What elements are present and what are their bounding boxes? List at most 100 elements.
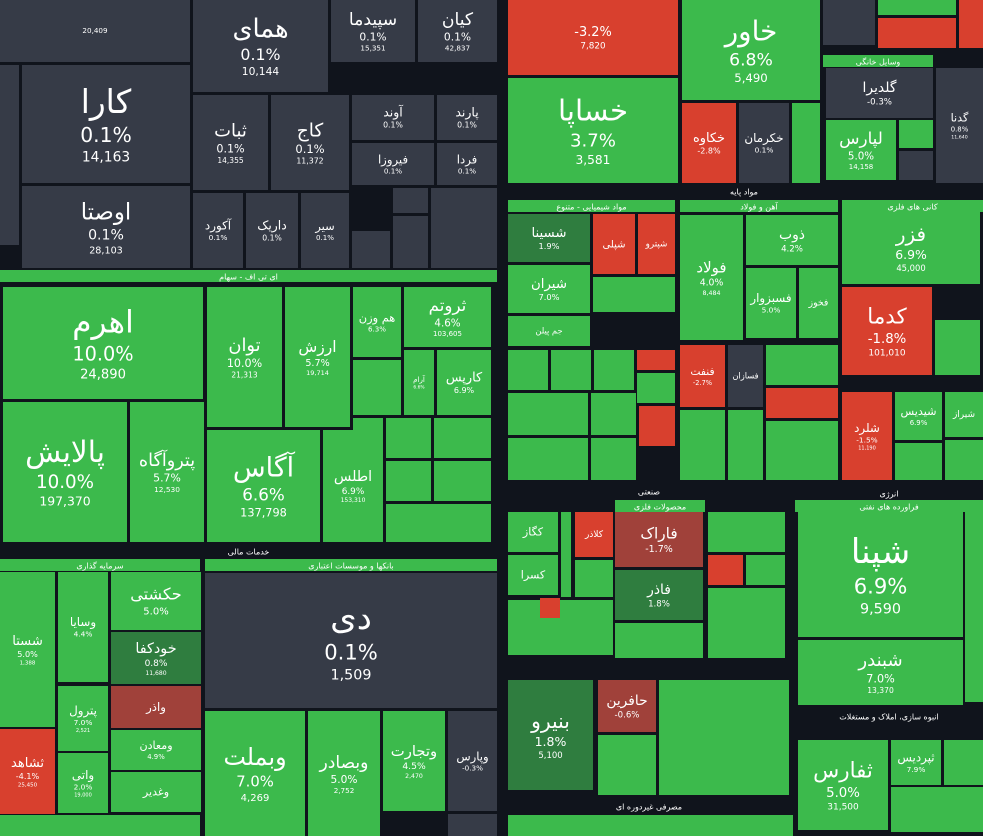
- small-tile: [0, 65, 19, 245]
- stock-tile: [448, 711, 497, 811]
- tile-change: 0.1%: [324, 639, 378, 664]
- tile-change: 7.0%: [866, 672, 895, 685]
- tile-change: 0.8%: [145, 659, 168, 669]
- tile-change: 2.0%: [74, 783, 93, 792]
- stock-tile: [58, 753, 108, 813]
- small-tile: [708, 512, 785, 552]
- small-tile: [965, 512, 983, 702]
- tile-name: خاور: [723, 15, 778, 48]
- stock-tile: [508, 265, 590, 313]
- tile-change: 5.7%: [153, 472, 181, 485]
- tile-name: وبصادر: [319, 753, 369, 773]
- small-tile: [540, 598, 560, 618]
- stock-tile: [508, 0, 678, 75]
- tile-volume: 45,000: [896, 263, 925, 273]
- stock-tile: [508, 78, 678, 183]
- tile-name: سیر: [314, 219, 334, 234]
- tile-name: فردا: [457, 152, 478, 167]
- stock-tile: [798, 640, 963, 705]
- section-title: کانی های فلزی: [887, 203, 937, 212]
- tile-change: 10.0%: [72, 342, 133, 365]
- stock-tile: [936, 68, 983, 183]
- stock-tile: [383, 711, 445, 811]
- stock-tile: [593, 214, 635, 274]
- tile-volume: 11,640: [951, 134, 967, 140]
- tile-volume: 14,355: [217, 156, 243, 165]
- tile-volume: 28,103: [89, 245, 123, 256]
- tile-change: 5.0%: [143, 606, 168, 617]
- tile-name: حافرین: [606, 693, 647, 709]
- tile-name: پتروآگاه: [139, 449, 195, 471]
- tile-volume: 101,010: [868, 348, 905, 358]
- stock-tile: [323, 430, 383, 542]
- stock-tile: [352, 95, 434, 140]
- section-title: ای تی اف - سهام: [219, 273, 278, 282]
- tile-volume: 137,798: [240, 507, 287, 520]
- tile-name: ثروتم: [429, 295, 467, 316]
- tile-name: شپلی: [602, 239, 625, 250]
- small-tile: [508, 438, 588, 480]
- tile-name: کگاز: [522, 525, 544, 538]
- tile-change: 0.1%: [458, 166, 476, 175]
- tile-name: شپترو: [645, 240, 668, 250]
- tile-name: دی: [330, 598, 372, 638]
- stock-tile: [615, 512, 703, 567]
- small-tile: [386, 504, 491, 542]
- tile-name: آرام: [413, 374, 426, 384]
- tile-name: شیران: [531, 277, 567, 292]
- tile-name: ارزش: [298, 338, 336, 356]
- stock-tile: [205, 711, 305, 836]
- tile-name: اوصتا: [81, 199, 132, 225]
- small-tile: [0, 815, 200, 836]
- tile-name: توان: [228, 335, 260, 356]
- tile-name: آگاس: [233, 452, 296, 484]
- tile-change: 0.1%: [80, 123, 132, 147]
- tile-change: 7.0%: [538, 292, 559, 302]
- tile-name: شلرد: [854, 421, 880, 436]
- tile-name: خکاوه: [693, 131, 725, 146]
- tile-name: ثپردیس: [897, 751, 934, 766]
- small-tile: [746, 555, 785, 585]
- small-tile: [508, 815, 793, 836]
- small-tile: [878, 18, 956, 48]
- tile-name: وپارس: [456, 749, 488, 764]
- tile-volume: 11,190: [858, 446, 876, 452]
- stock-tile: [680, 345, 725, 407]
- tile-volume: 12,530: [154, 485, 180, 494]
- tile-volume: 7,820: [580, 41, 606, 51]
- section-header: [505, 485, 793, 497]
- tile-change: 5.0%: [331, 774, 358, 786]
- small-tile: [945, 440, 983, 480]
- tile-change: 5.0%: [762, 306, 781, 315]
- section-header: [0, 545, 497, 557]
- small-tile: [448, 814, 497, 836]
- tile-name: شیدیس: [901, 405, 937, 419]
- tile-name: ذوب: [779, 227, 805, 243]
- stock-tile: [3, 402, 127, 542]
- stock-tile: [111, 730, 201, 770]
- stock-tile: [842, 212, 980, 284]
- section-header: [508, 200, 675, 212]
- small-tile: [899, 120, 933, 148]
- stock-tile: [404, 350, 434, 415]
- small-tile: [561, 512, 571, 597]
- tile-name: بنیرو: [530, 709, 570, 733]
- stock-tile: [682, 103, 736, 183]
- tile-change: 7.9%: [907, 765, 926, 774]
- section-title: بانکها و موسسات اعتباری: [308, 562, 394, 571]
- section-header: [823, 55, 933, 67]
- small-tile: [728, 410, 763, 480]
- tile-volume: 19,000: [74, 793, 92, 799]
- tile-change: 6.9%: [454, 386, 475, 395]
- tile-name: ثشاهد: [11, 756, 44, 771]
- stock-tile: [508, 512, 558, 552]
- tile-change: 0.1%: [240, 45, 280, 64]
- tile-change: 0.1%: [457, 121, 477, 130]
- small-tile: [639, 406, 675, 446]
- stock-tile: [418, 0, 497, 62]
- small-tile: [935, 320, 980, 375]
- small-tile: [593, 277, 675, 312]
- tile-change: -0.6%: [615, 710, 640, 720]
- tile-volume: 31,500: [827, 802, 859, 812]
- tile-change: 6.3%: [368, 324, 386, 333]
